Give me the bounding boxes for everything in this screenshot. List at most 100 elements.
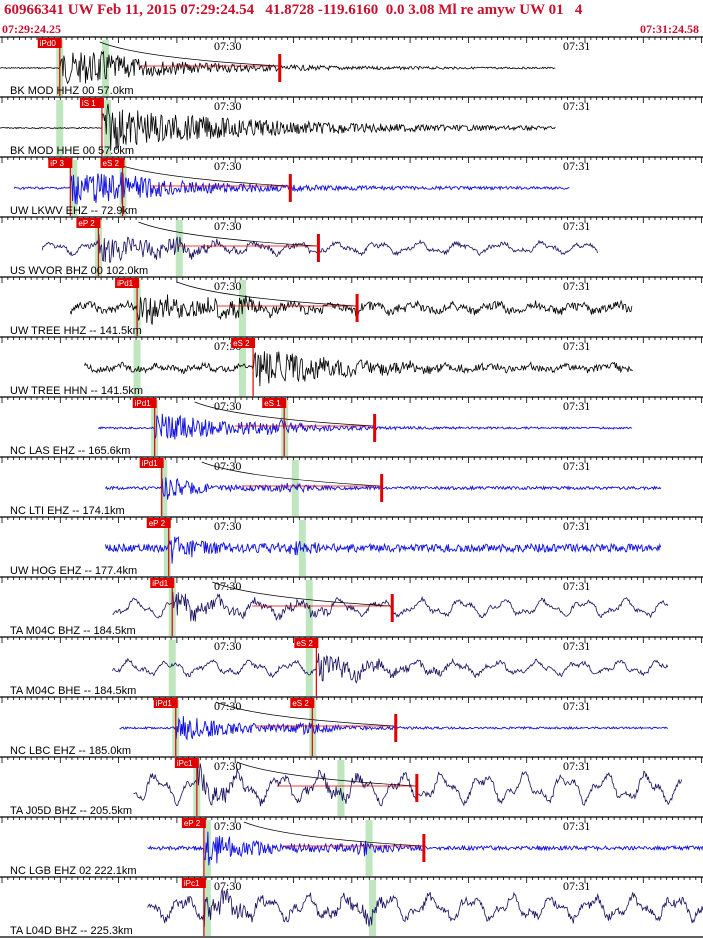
minute-label: 07:31 <box>563 819 590 833</box>
minute-label: 07:30 <box>214 219 241 233</box>
coda-curve <box>201 461 382 487</box>
window-start-time: 07:29:24.25 <box>2 22 61 36</box>
coda-curve <box>236 761 417 787</box>
waveform <box>69 294 633 325</box>
trace-row: 07:30 07:31 iPd1 UW TREE HHZ -- 141.5km <box>0 276 703 337</box>
phase-pick-flag <box>181 818 206 828</box>
minute-label: 07:30 <box>214 99 241 113</box>
phase-pick-label: iPd1 <box>156 699 173 708</box>
trace-row: 07:30 07:31 eS 2 TA M04C BHE -- 184.5km <box>0 636 703 697</box>
phase-pick-label: iPd1 <box>135 399 152 408</box>
minute-label: 07:30 <box>214 279 241 293</box>
minute-label: 07:31 <box>563 579 590 593</box>
event-header: 60966341 UW Feb 11, 2015 07:29:24.54 41.… <box>0 0 703 36</box>
minute-label: 07:30 <box>214 579 241 593</box>
travel-time-window <box>168 640 176 696</box>
phase-pick-flag <box>181 878 206 888</box>
travel-time-window <box>203 880 211 936</box>
trace-row: 07:30 07:31 iPd1 TA M04C BHZ -- 184.5km <box>0 576 703 637</box>
phase-pick-flag <box>290 698 315 708</box>
coda-curve <box>194 401 375 427</box>
travel-time-window <box>365 820 373 876</box>
amplitude-pick-marker <box>355 294 359 322</box>
phase-pick-flag <box>132 398 157 408</box>
waveform <box>147 888 703 928</box>
minute-label: 07:31 <box>563 339 590 353</box>
trace-row: 07:30 07:31 eP 2 NC LGB EHZ 02 222.1km <box>0 816 703 877</box>
phase-pick-flag <box>174 758 199 768</box>
minute-label: 07:30 <box>214 519 241 533</box>
amplitude-pick-marker <box>394 714 398 742</box>
phase-pick-label: iPc1 <box>184 879 200 888</box>
phase-pick-flag <box>139 458 164 468</box>
minute-label: 07:31 <box>563 279 590 293</box>
amplitude-pick-marker <box>373 414 377 442</box>
station-label: UW LKWV EHZ -- 72.9km <box>10 205 137 217</box>
phase-pick-label: eP 2 <box>78 219 95 228</box>
station-label: NC LBC EHZ -- 185.0km <box>10 745 131 757</box>
amplitude-pick-marker <box>390 594 394 622</box>
station-label: BK MOD HHE 00 57.0km <box>10 145 134 157</box>
phase-pick-label: eS 2 <box>103 159 120 168</box>
minute-label: 07:30 <box>214 879 241 893</box>
minute-label: 07:31 <box>563 699 590 713</box>
coda-curve <box>212 581 393 607</box>
waveform <box>0 50 556 85</box>
minute-label: 07:30 <box>214 39 241 53</box>
minute-label: 07:30 <box>214 639 241 653</box>
minute-label: 07:31 <box>563 519 590 533</box>
waveform <box>133 760 683 807</box>
minute-label: 07:31 <box>563 759 590 773</box>
travel-time-window <box>239 340 247 396</box>
phase-pick-flag <box>146 518 171 528</box>
amplitude-pick-marker <box>422 834 426 862</box>
travel-time-window <box>369 880 377 936</box>
station-label: NC LGB EHZ 02 222.1km <box>10 865 137 877</box>
station-label: NC LTI EHZ -- 174.1km <box>10 505 125 517</box>
phase-pick-label: iPc1 <box>177 759 193 768</box>
phase-pick-flag <box>262 398 287 408</box>
coda-curve <box>243 821 424 847</box>
coda-curve <box>99 41 280 67</box>
travel-time-window <box>160 460 168 516</box>
waveform <box>112 591 669 622</box>
amplitude-pick-marker <box>278 54 282 82</box>
amplitude-pick-marker <box>288 174 292 202</box>
window-end-time: 07:31:24.58 <box>640 22 699 36</box>
phase-pick-label: eS 2 <box>233 339 250 348</box>
amplitude-pick-marker <box>316 234 320 262</box>
amplitude-pick-marker <box>380 474 384 502</box>
travel-time-window <box>104 100 112 156</box>
phase-pick-label: eS 2 <box>296 639 313 648</box>
phase-pick-label: iPd0 <box>40 39 57 48</box>
trace-row: 07:30 07:31 iPc1 TA J05D BHZ -- 205.5km <box>0 756 703 817</box>
minute-label: 07:30 <box>214 159 241 173</box>
phase-pick-label: eP 2 <box>149 519 166 528</box>
phase-pick-flag <box>150 578 175 588</box>
trace-row: 07:30 07:31 iPd1 NC LTI EHZ -- 174.1km <box>0 456 703 517</box>
minute-label: 07:31 <box>563 639 590 653</box>
minute-label: 07:30 <box>214 819 241 833</box>
phase-pick-flag <box>79 98 104 108</box>
waveform <box>0 103 556 151</box>
phase-pick-flag <box>37 38 62 48</box>
travel-time-window <box>305 580 313 636</box>
event-title: 60966341 UW Feb 11, 2015 07:29:24.54 41.… <box>4 2 583 18</box>
station-label: UW TREE HHN -- 141.5km <box>10 385 143 397</box>
phase-pick-label: iS 1 <box>82 99 96 108</box>
minute-label: 07:31 <box>563 399 590 413</box>
phase-pick-flag <box>76 218 101 228</box>
station-label: BK MOD HHZ 00 57.0km <box>10 85 133 97</box>
phase-pick-label: iPd1 <box>152 579 169 588</box>
coda-curve <box>138 221 319 247</box>
trace-row: 07:30 07:31 eP 2 UW HOG EHZ -- 177.4km <box>0 516 703 577</box>
travel-time-window <box>305 640 313 696</box>
phase-pick-label: iP 3 <box>50 159 64 168</box>
minute-label: 07:30 <box>214 759 241 773</box>
minute-label: 07:31 <box>563 39 590 53</box>
trace-row: 07:30 07:31 iPc1 TA L04D BHZ -- 225.3km <box>0 876 703 937</box>
trace-row: 07:30 07:31 eP 2 US WVOR BHZ 00 102.0km <box>0 216 703 277</box>
station-label: NC LAS EHZ -- 165.6km <box>10 445 130 457</box>
station-label: UW HOG EHZ -- 177.4km <box>10 565 137 577</box>
phase-pick-label: eP 2 <box>184 819 201 828</box>
